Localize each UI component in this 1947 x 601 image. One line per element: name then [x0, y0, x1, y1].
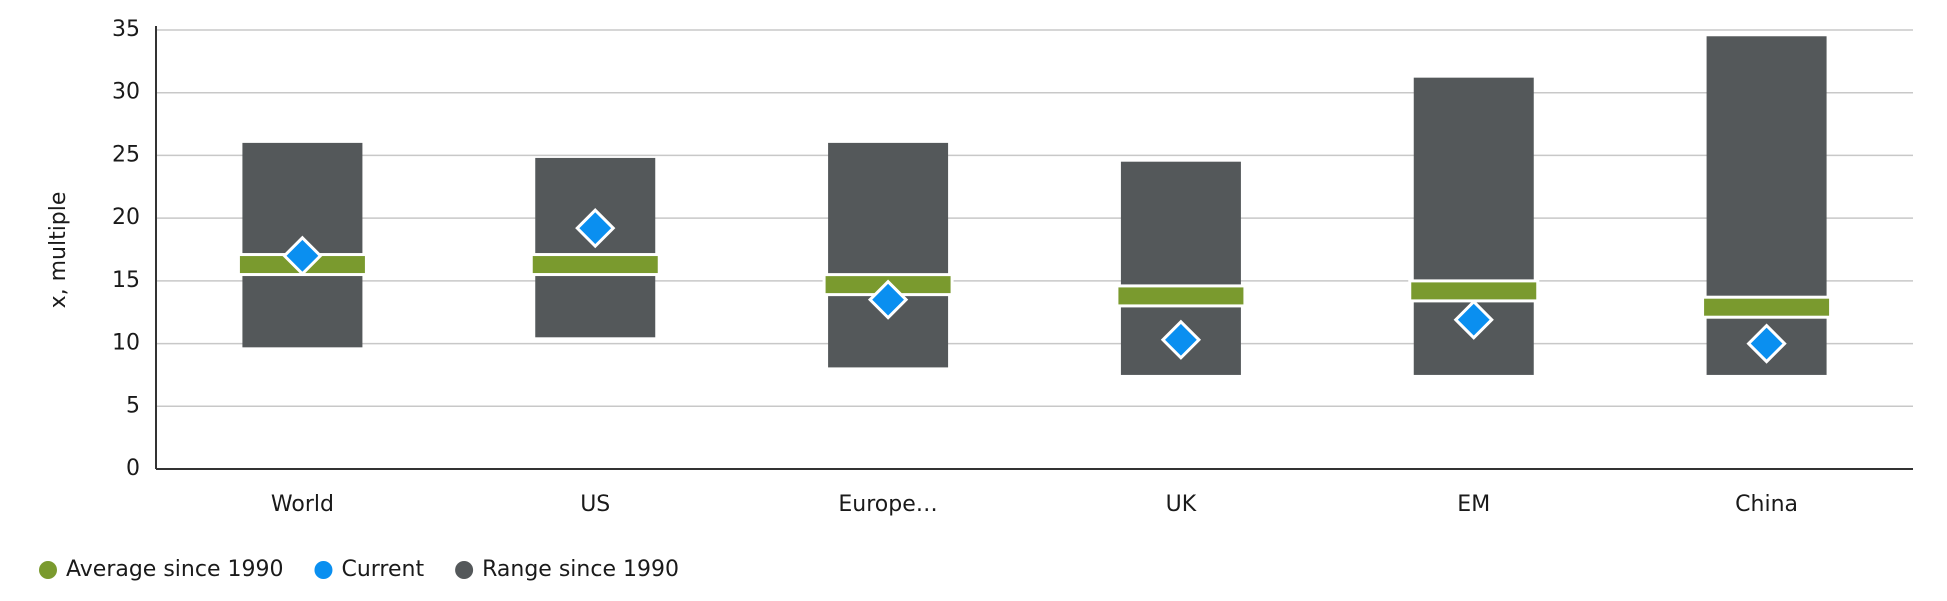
average-bar: [1701, 295, 1833, 319]
y-tick-label: 25: [112, 142, 140, 167]
x-tick-label: China: [1735, 492, 1798, 517]
average-bar: [1115, 284, 1247, 308]
current-marker: [282, 235, 323, 276]
current-marker: [1453, 299, 1494, 340]
x-tick-label: World: [271, 492, 334, 517]
current-marker: [575, 208, 616, 249]
legend-label: Average since 1990: [66, 557, 283, 582]
y-tick-label: 15: [112, 268, 140, 293]
y-tick-label: 30: [112, 80, 140, 105]
legend-marker: [314, 561, 333, 579]
x-tick-label: UK: [1166, 492, 1197, 517]
average-bar: [529, 253, 661, 277]
current-marker: [1160, 319, 1202, 360]
current-marker: [1746, 323, 1787, 364]
current-marker: [867, 279, 909, 320]
legend-marker: [39, 561, 57, 579]
legend-label: Range since 1990: [482, 557, 679, 582]
average-bar: [1408, 279, 1540, 303]
x-tick-label: EM: [1457, 492, 1490, 517]
legend-marker: [455, 561, 474, 579]
y-tick-label: 5: [126, 393, 140, 418]
y-axis-title: x, multiple: [46, 192, 71, 309]
range-bar: [828, 142, 949, 368]
y-tick-label: 0: [126, 456, 140, 481]
x-tick-label: US: [580, 492, 610, 517]
x-tick-label: Europe…: [838, 492, 937, 517]
y-tick-label: 35: [112, 17, 140, 42]
y-tick-label: 10: [112, 331, 140, 356]
y-tick-label: 20: [112, 205, 140, 230]
legend-label: Current: [341, 557, 424, 582]
